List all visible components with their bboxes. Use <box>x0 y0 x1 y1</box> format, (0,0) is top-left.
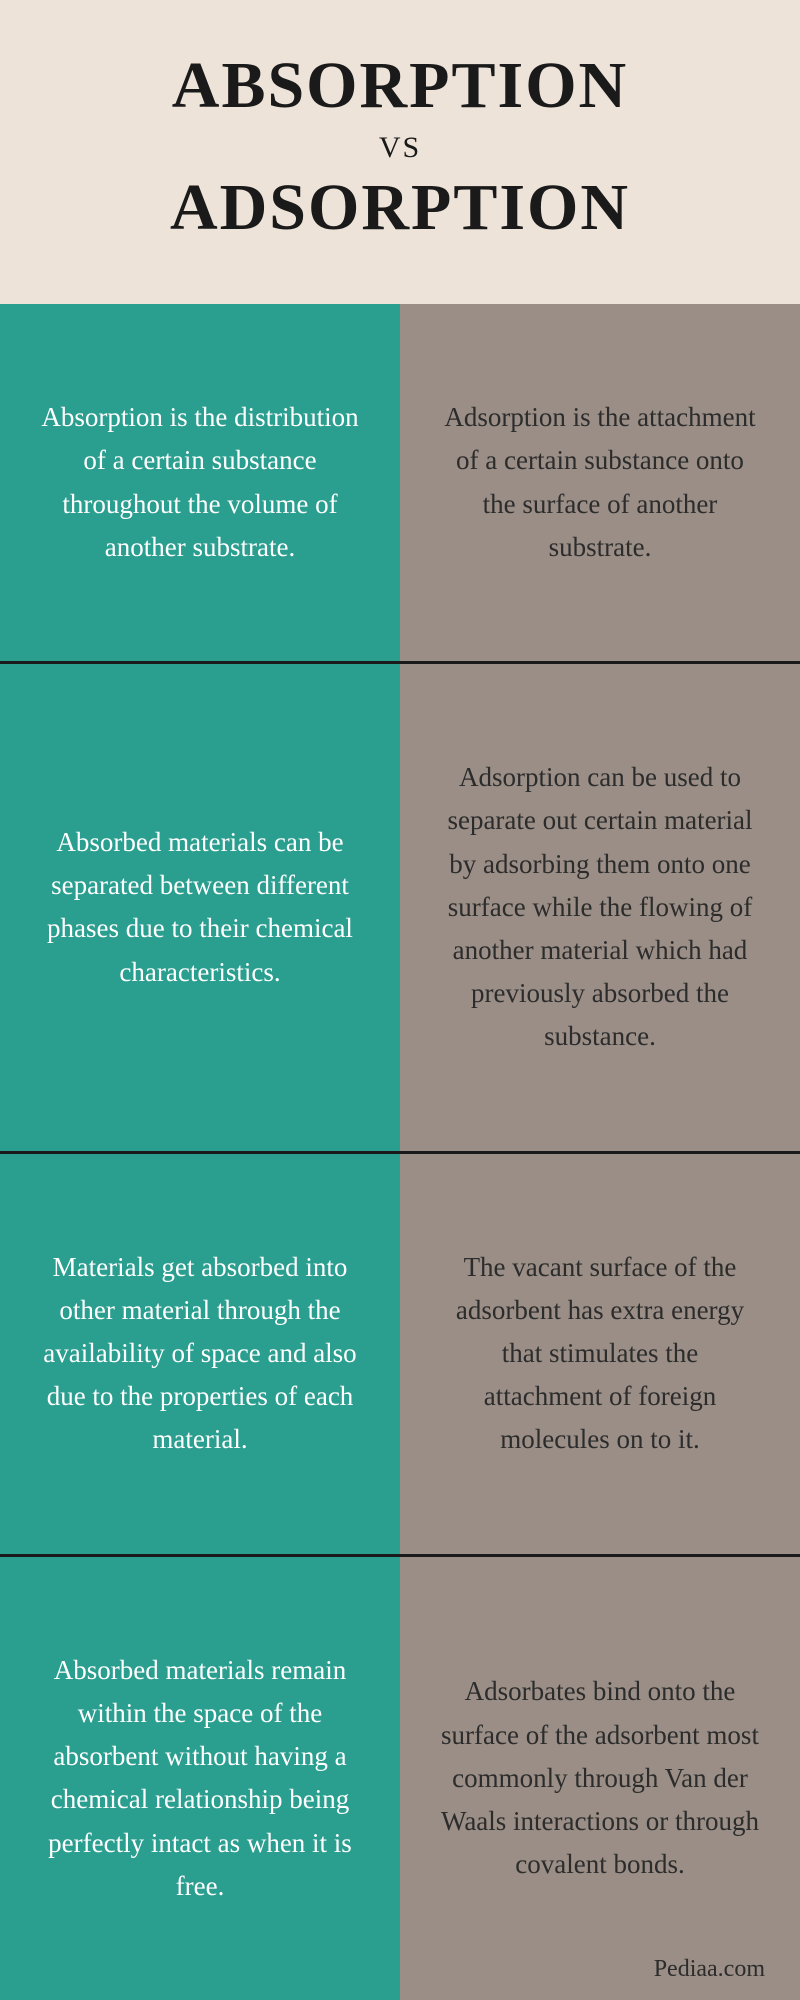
comparison-cell-right: Adsorbates bind onto the surface of the … <box>400 1557 800 2000</box>
comparison-cell-left: Absorbed materials can be separated betw… <box>0 664 400 1153</box>
comparison-cell-right: Adsorption can be used to separate out c… <box>400 664 800 1153</box>
cell-text: The vacant surface of the adsorbent has … <box>440 1246 760 1462</box>
header-vs: VS <box>20 131 780 164</box>
comparison-cell-left: Materials get absorbed into other materi… <box>0 1154 400 1557</box>
cell-text: Adsorbates bind onto the surface of the … <box>440 1670 760 1886</box>
infographic-container: ABSORPTION VS ADSORPTION Absorption is t… <box>0 0 800 2000</box>
comparison-cell-left: Absorption is the distribution of a cert… <box>0 304 400 664</box>
cell-text: Absorbed materials can be separated betw… <box>40 821 360 994</box>
cell-text: Adsorption is the attachment of a certai… <box>440 396 760 569</box>
header: ABSORPTION VS ADSORPTION <box>0 0 800 304</box>
comparison-cell-right: The vacant surface of the adsorbent has … <box>400 1154 800 1557</box>
header-title-1: ABSORPTION <box>20 50 780 123</box>
cell-text: Materials get absorbed into other materi… <box>40 1246 360 1462</box>
comparison-grid: Absorption is the distribution of a cert… <box>0 304 800 2000</box>
attribution-text: Pediaa.com <box>654 1950 765 1988</box>
cell-text: Absorption is the distribution of a cert… <box>40 396 360 569</box>
cell-text: Absorbed materials remain within the spa… <box>40 1649 360 1908</box>
cell-text: Adsorption can be used to separate out c… <box>440 756 760 1058</box>
comparison-cell-left: Absorbed materials remain within the spa… <box>0 1557 400 2000</box>
comparison-cell-right: Adsorption is the attachment of a certai… <box>400 304 800 664</box>
header-title-2: ADSORPTION <box>20 172 780 245</box>
